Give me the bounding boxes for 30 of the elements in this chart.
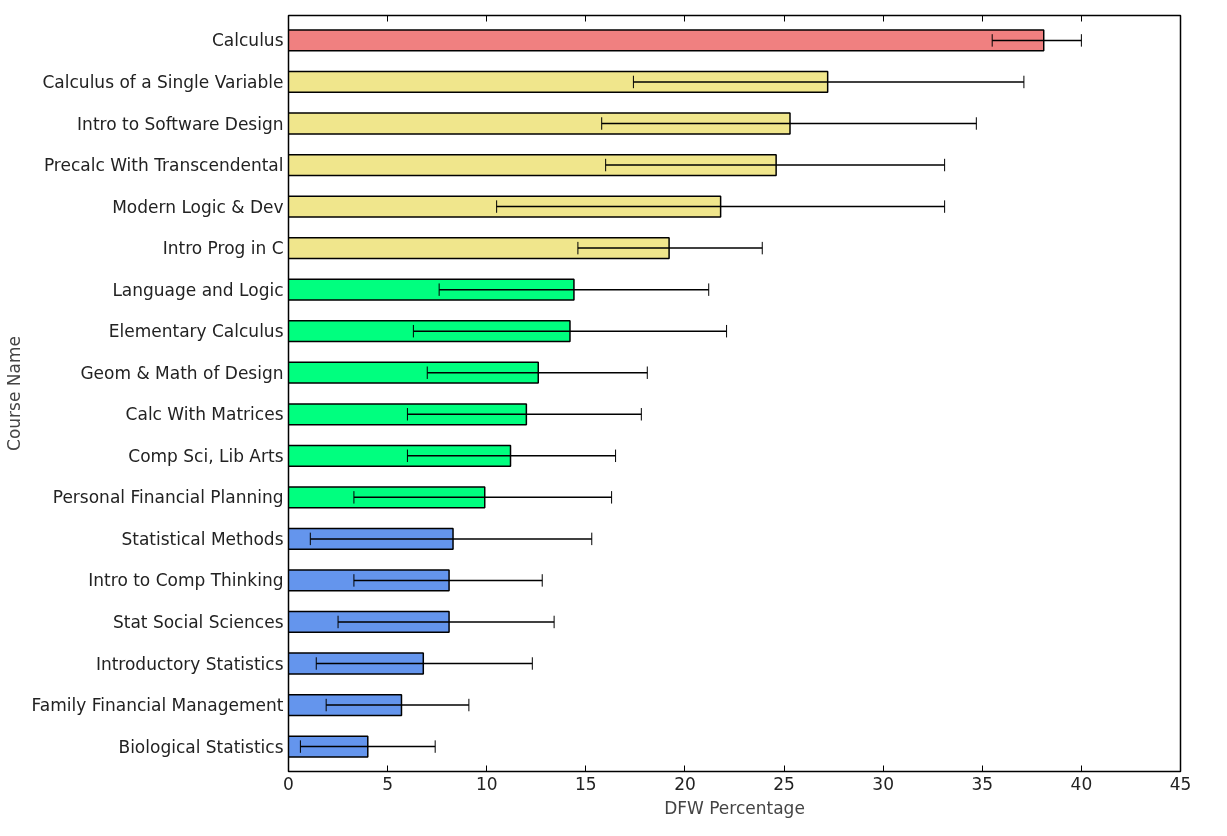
x-tick-label: 0 [283,773,294,794]
y-tick-label: Precalc With Transcendental [43,155,284,176]
x-tick-label: 45 [1169,773,1192,794]
y-tick-label: Stat Social Sciences [112,611,284,632]
x-tick-label: 35 [971,773,994,794]
y-tick-label: Statistical Methods [121,528,284,549]
y-tick-label: Language and Logic [112,279,284,300]
y-tick-label: Biological Statistics [118,736,284,757]
y-tick-label: Calculus [212,30,284,51]
y-axis-title: Course Name [3,336,24,451]
x-tick-label: 20 [674,773,696,794]
x-tick-label: 25 [773,773,795,794]
x-tick-label: 15 [575,773,597,794]
y-tick-label: Calculus of a Single Variable [42,71,284,92]
y-tick-label: Personal Financial Planning [52,487,284,508]
y-tick-label: Intro to Comp Thinking [88,570,284,591]
y-tick-label: Introductory Statistics [95,653,284,674]
y-tick-label: Geom & Math of Design [80,362,284,383]
y-tick-label: Modern Logic & Dev [112,196,284,217]
y-tick-label: Calc With Matrices [125,404,284,425]
x-tick-label: 10 [475,773,498,794]
x-tick-label: 30 [872,773,894,794]
x-tick-label: 5 [382,773,394,794]
y-tick-label: Family Financial Management [31,695,284,716]
y-tick-label: Comp Sci, Lib Arts [128,445,284,466]
y-tick-label: Intro Prog in C [162,238,284,259]
x-tick-label: 40 [1070,773,1093,794]
x-axis-title: DFW Percentage [664,797,805,818]
y-tick-label: Elementary Calculus [108,321,284,342]
y-tick-label: Intro to Software Design [77,113,284,134]
